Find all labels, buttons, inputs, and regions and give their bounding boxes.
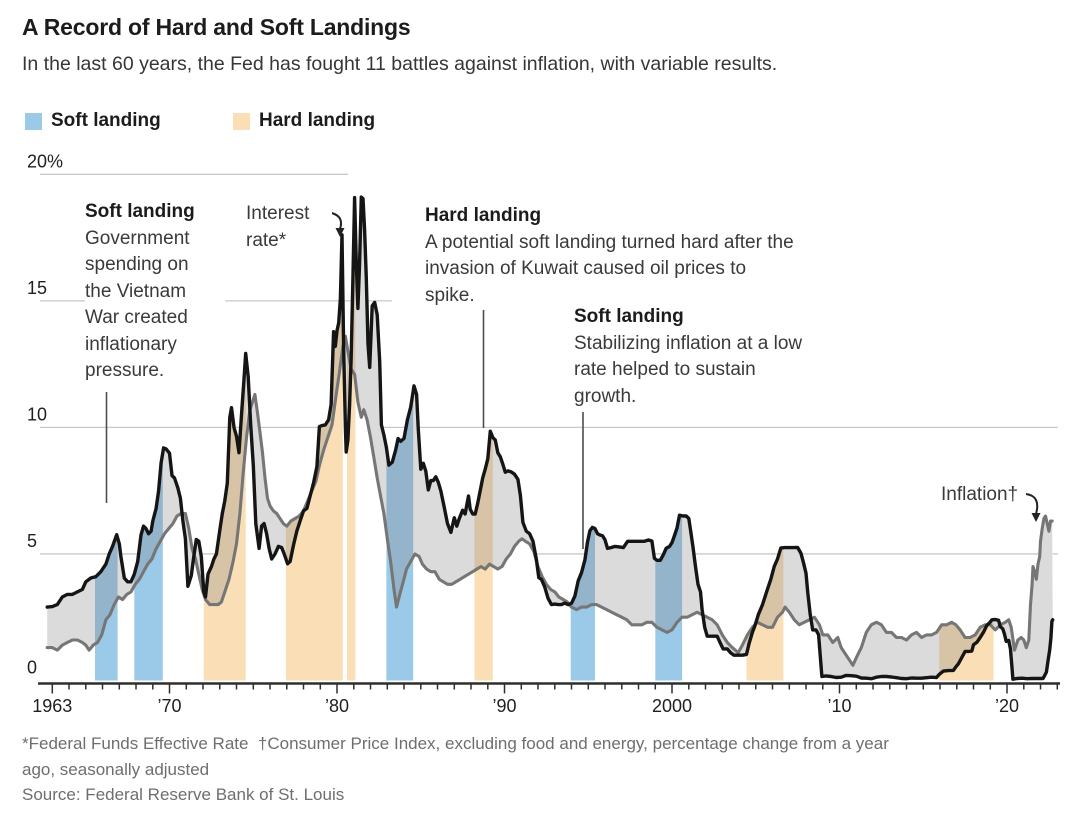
annotation-line: pressure. bbox=[85, 360, 165, 381]
x-tick-label: 1963 bbox=[32, 696, 72, 716]
hard-landing-band bbox=[939, 197, 994, 681]
legend-item-hard-landing: Hard landing bbox=[233, 110, 375, 132]
annotation-line: invasion of Kuwait caused oil prices to bbox=[425, 258, 747, 279]
pointer-arrowhead bbox=[335, 228, 345, 237]
footnote-line: ago, seasonally adjusted bbox=[22, 759, 210, 779]
annotation-heading: Hard landing bbox=[425, 205, 542, 226]
annotation-heading: Soft landing bbox=[574, 306, 684, 327]
pointer-arrow bbox=[1025, 493, 1039, 515]
annotation-kuwait-hard-landing: Hard landing A potential soft landing tu… bbox=[425, 203, 877, 309]
y-tick-label: 0 bbox=[27, 658, 37, 678]
annotation-line: A potential soft landing turned hard aft… bbox=[425, 231, 794, 253]
x-tick-label: ’80 bbox=[325, 696, 349, 716]
page-title: A Record of Hard and Soft Landings bbox=[22, 14, 411, 40]
inflation-line bbox=[45, 334, 1054, 667]
page-subtitle: In the last 60 years, the Fed has fought… bbox=[22, 53, 778, 75]
legend-label: Soft landing bbox=[51, 110, 161, 131]
x-tick-label: ’10 bbox=[827, 696, 851, 716]
hard-landing-band bbox=[347, 197, 356, 681]
annotation-vietnam-soft-landing: Soft landing Government spending on the … bbox=[85, 199, 225, 385]
footnote-line: *Federal Funds Effective Rate †Consumer … bbox=[22, 734, 889, 753]
annotation-line: rate helped to sustain bbox=[574, 359, 756, 380]
y-tick-label: 10 bbox=[27, 404, 47, 424]
annotation-line: spike. bbox=[425, 284, 475, 306]
footnotes: *Federal Funds Effective Rate †Consumer … bbox=[22, 731, 889, 808]
y-tick-label: 5 bbox=[27, 531, 37, 551]
soft-landing-swatch bbox=[25, 112, 42, 130]
annotation-line: Stabilizing inflation at a low bbox=[574, 332, 803, 354]
annotation-line: War created bbox=[85, 307, 188, 328]
annotation-line: the Vietnam bbox=[85, 280, 187, 302]
x-tick-label: ’70 bbox=[157, 696, 181, 716]
x-tick-label: ’90 bbox=[492, 696, 516, 716]
interest-rate-line bbox=[45, 195, 1055, 681]
x-tick-label: 2000 bbox=[652, 696, 692, 716]
x-tick-label: ’20 bbox=[995, 696, 1019, 716]
inflation-series-label: Inflation† bbox=[941, 482, 1019, 509]
annotation-line: rate* bbox=[246, 230, 287, 251]
legend-item-soft-landing: Soft landing bbox=[25, 110, 161, 132]
y-tick-label: 15 bbox=[27, 278, 47, 298]
legend-label: Hard landing bbox=[259, 110, 376, 131]
source-line: Source: Federal Reserve Bank of St. Loui… bbox=[22, 785, 345, 804]
annotation-line: inflationary bbox=[85, 333, 177, 355]
interest-rate-series-label: Interest rate* bbox=[246, 200, 332, 254]
annotation-line: spending on bbox=[85, 254, 189, 275]
hard-landing-swatch bbox=[233, 112, 250, 130]
annotation-stabilizing-soft-landing: Soft landing Stabilizing inflation at a … bbox=[574, 304, 856, 410]
annotation-line: Government bbox=[85, 227, 190, 249]
annotation-heading: Soft landing bbox=[85, 201, 195, 222]
y-tick-label: 20% bbox=[27, 151, 63, 171]
annotation-line: growth. bbox=[574, 385, 637, 407]
annotation-line: Interest bbox=[246, 203, 310, 224]
pointer-arrowhead bbox=[1031, 513, 1041, 522]
annotation-line: Inflation† bbox=[941, 484, 1019, 505]
